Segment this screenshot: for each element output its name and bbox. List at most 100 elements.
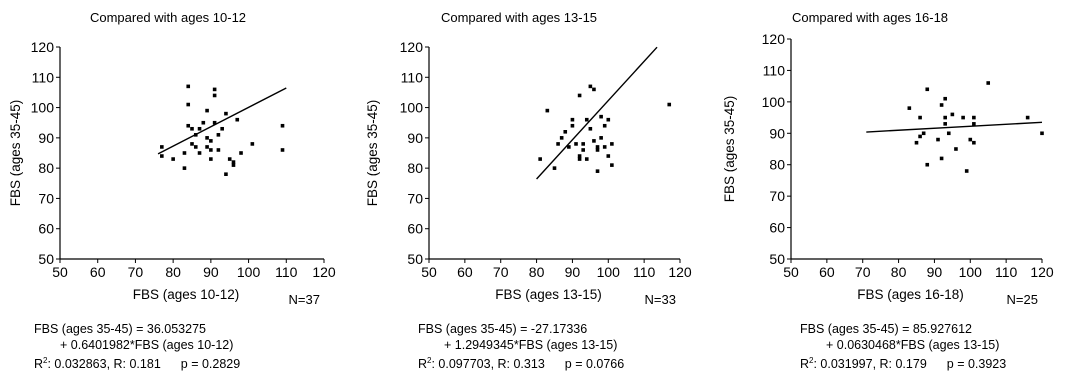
data-point [936,137,940,142]
y-tick-label: 110 [763,62,786,78]
regression-line [157,87,287,155]
x-axis-label: FBS (ages 16-18) [857,287,964,302]
equation-line-2: + 0.6401982*FBS (ages 10-12) [60,338,234,352]
y-tick-label: 90 [769,125,785,141]
x-tick-label: 120 [668,264,692,280]
x-tick-label: 70 [128,264,144,280]
data-point [280,123,285,128]
chart-panel-1: Compared with ages 10-12 50 60 70 80 90 100 110… [0,0,357,378]
data-point [943,96,947,101]
data-point [667,102,672,107]
n-label: N=33 [645,292,676,307]
data-point [581,142,585,146]
data-point [577,157,582,161]
data-point [182,151,187,155]
data-point [574,142,578,146]
regression-equation: FBS (ages 35-45) = 85.927612 + 0.0630468*… [800,321,1006,372]
data-point [205,145,209,149]
fit-statistics: R2: 0.032863, R: 0.181 p = 0.2829 [34,356,241,372]
data-point [946,131,951,136]
x-tick-label: 60 [457,264,473,280]
y-tick-label: 70 [38,190,54,206]
y-tick-label: 60 [769,220,785,236]
data-point [918,115,922,120]
data-point [239,151,243,155]
data-point [205,108,209,113]
data-point [212,93,217,98]
scatter-plot: Compared with ages 16-18 50 60 70 80 90 100 110… [722,10,1054,307]
p-value: p = 0.3923 [946,357,1007,372]
data-point [570,123,575,128]
n-label: N=37 [289,292,320,307]
p-value: p = 0.0766 [564,357,625,372]
data-point [182,166,187,170]
n-label: N=25 [1007,292,1038,307]
x-axis-label: FBS (ages 13-15) [495,287,602,302]
data-point [190,142,194,146]
data-point [592,139,596,143]
y-axis-label: FBS (ages 35-45) [8,100,23,207]
y-tick-label: 60 [38,221,54,237]
data-point [925,162,930,167]
data-point [190,126,194,131]
data-point [235,117,240,122]
y-tick-label: 100 [762,94,786,110]
data-point [552,166,557,170]
y-tick-label: 90 [38,130,54,146]
data-point [197,151,202,155]
x-tick-label: 110 [633,264,656,280]
data-point [577,93,582,98]
equation-line-2: + 1.2949345*FBS (ages 13-15) [444,338,618,352]
data-point [567,145,571,149]
y-axis-label: FBS (ages 35-45) [365,100,380,207]
data-point [943,122,947,126]
x-tick-label: 50 [52,264,68,280]
regression-equation: FBS (ages 35-45) = 36.053275 + 0.6401982*… [34,321,240,372]
data-point [209,157,213,161]
data-point [201,120,206,125]
data-point [964,169,969,173]
data-point [231,163,236,167]
x-tick-label: 100 [597,264,621,280]
x-tick-label: 110 [275,264,298,280]
x-tick-label: 100 [237,264,261,280]
y-tick-label: 70 [769,188,785,204]
data-point [563,130,568,134]
data-point [581,148,585,152]
data-point [209,139,213,143]
equation-line-2: + 0.0630468*FBS (ages 13-15) [826,338,1000,352]
x-tick-label: 50 [783,264,799,280]
x-tick-label: 50 [421,264,437,280]
data-point [595,145,600,149]
data-point [921,131,926,136]
x-tick-label: 120 [312,264,336,280]
data-point [545,108,550,113]
data-point [939,103,944,107]
data-point [602,123,607,128]
regression-equation: FBS (ages 35-45) = -27.17336 + 1.2949345*… [418,321,624,372]
x-tick-label: 110 [995,264,1018,280]
data-point [556,142,560,146]
data-point [925,87,930,92]
y-tick-label: 80 [38,160,54,176]
data-point [972,122,976,126]
data-point [610,142,614,146]
p-value: p = 0.2829 [180,357,241,372]
y-tick-label: 90 [407,130,423,146]
data-point [584,157,589,161]
fit-statistics: R2: 0.031997, R: 0.179 p = 0.3923 [800,356,1007,372]
data-point [231,160,236,164]
data-point [216,133,221,137]
data-point [602,145,607,149]
data-point [907,106,912,110]
y-tick-label: 50 [407,251,423,267]
data-point [280,148,285,152]
data-point [227,157,232,161]
y-tick-label: 70 [407,190,423,206]
equation-line-1: FBS (ages 35-45) = -27.17336 [418,322,588,336]
data-point [588,84,593,89]
data-point [160,145,164,149]
data-point [986,81,991,85]
data-point [939,156,944,161]
data-point [595,169,600,173]
